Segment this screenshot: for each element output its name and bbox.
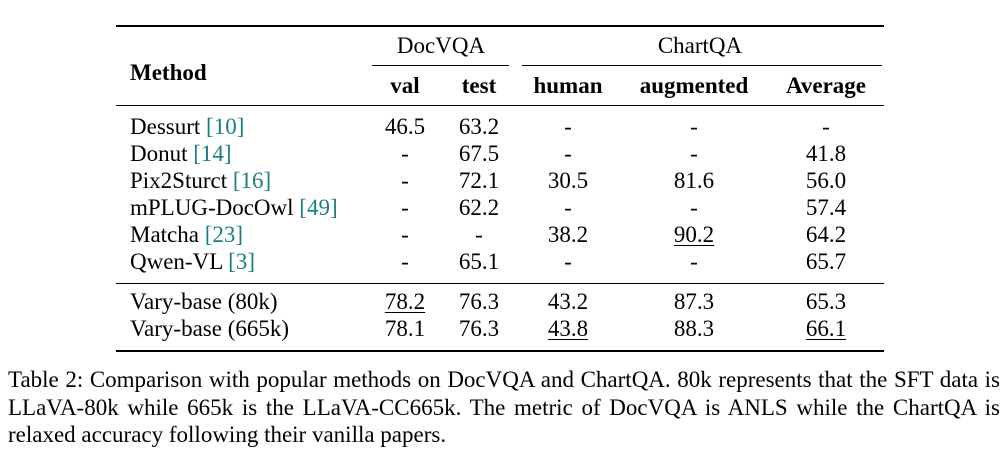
citation-link[interactable]: [14] [193, 141, 232, 166]
human-cell: - [564, 114, 572, 139]
col-header-average: Average [785, 73, 867, 98]
human-cell: 38.2 [547, 222, 589, 247]
method-cell: Pix2Sturct [16] [130, 168, 271, 194]
docvqa-group-header: DocVQA [396, 33, 486, 58]
col-header-human: human [533, 73, 603, 98]
chartqa-group-header: ChartQA [657, 33, 743, 58]
augmented-cell: 87.3 [673, 289, 715, 314]
human-cell: - [564, 195, 572, 220]
average-cell: - [822, 114, 830, 139]
test-cell: 72.1 [458, 168, 500, 193]
val-cell: - [401, 168, 409, 193]
test-cell: 65.1 [458, 249, 500, 274]
method-name: Matcha [130, 222, 205, 247]
val-cell: - [401, 141, 409, 166]
method-name: Dessurt [130, 114, 207, 139]
augmented-cell: - [690, 114, 698, 139]
human-cell: - [564, 249, 572, 274]
method-name: Donut [130, 141, 194, 166]
section-rule [116, 283, 884, 284]
average-cell: 66.1 [805, 316, 847, 341]
test-cell: - [475, 222, 483, 247]
average-cell: 64.2 [805, 222, 847, 247]
average-cell: 65.7 [805, 249, 847, 274]
augmented-cell: 81.6 [673, 168, 715, 193]
test-cell: 76.3 [458, 289, 500, 314]
average-cell: 41.8 [805, 141, 847, 166]
augmented-cell: - [690, 249, 698, 274]
method-cell: Vary-base (80k) [130, 289, 278, 314]
bottom-rule [116, 350, 884, 352]
table-caption: Table 2: Comparison with popular methods… [8, 367, 1000, 447]
val-cell: 78.1 [384, 316, 426, 341]
method-cell: Qwen-VL [3] [130, 249, 255, 275]
test-cell: 62.2 [458, 195, 500, 220]
human-cell: 43.2 [547, 289, 589, 314]
citation-link[interactable]: [23] [204, 222, 244, 247]
augmented-cell: - [690, 195, 698, 220]
method-cell: mPLUG-DocOwl [49] [130, 195, 338, 221]
col-header-val: val [390, 73, 420, 98]
test-cell: 67.5 [458, 141, 500, 166]
method-cell: Donut [14] [130, 141, 232, 167]
human-cell: - [564, 141, 572, 166]
human-cell: 30.5 [547, 168, 589, 193]
average-cell: 56.0 [805, 168, 847, 193]
col-header-test: test [461, 73, 497, 98]
citation-link[interactable]: [3] [228, 249, 255, 274]
header-rule [116, 105, 884, 106]
citation-link[interactable]: [49] [299, 195, 338, 220]
val-cell: - [401, 222, 409, 247]
method-cell: Dessurt [10] [130, 114, 244, 140]
test-cell: 76.3 [458, 316, 500, 341]
method-name: mPLUG-DocOwl [130, 195, 300, 220]
chartqa-group-rule [522, 65, 882, 66]
docvqa-group-rule [372, 65, 509, 66]
top-rule [116, 25, 884, 27]
test-cell: 63.2 [458, 114, 500, 139]
method-name: Qwen-VL [130, 249, 229, 274]
augmented-cell: 90.2 [673, 222, 715, 247]
method-cell: Vary-base (665k) [130, 316, 290, 341]
val-cell: - [401, 249, 409, 274]
average-cell: 65.3 [805, 289, 847, 314]
val-cell: - [401, 195, 409, 220]
col-header-augmented: augmented [639, 73, 749, 98]
method-name: Pix2Sturct [130, 168, 233, 193]
val-cell: 46.5 [384, 114, 426, 139]
method-header: Method [130, 60, 207, 85]
citation-link[interactable]: [16] [232, 168, 272, 193]
citation-link[interactable]: [10] [206, 114, 245, 139]
val-cell: 78.2 [384, 289, 426, 314]
augmented-cell: - [690, 141, 698, 166]
augmented-cell: 88.3 [673, 316, 715, 341]
human-cell: 43.8 [547, 316, 589, 341]
average-cell: 57.4 [805, 195, 847, 220]
method-cell: Matcha [23] [130, 222, 243, 248]
